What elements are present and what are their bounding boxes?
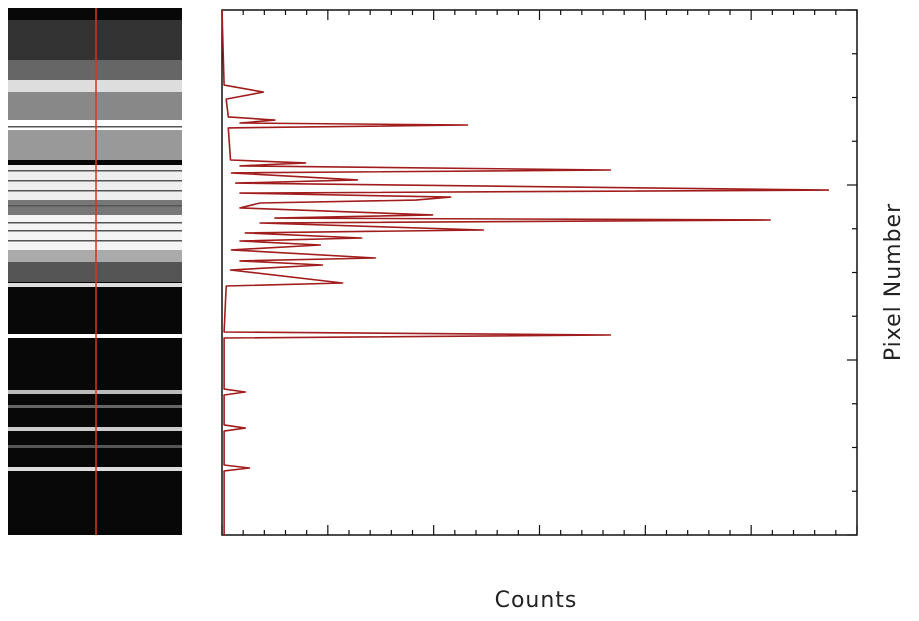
spectrum-image [8,8,182,535]
image-line [8,205,182,207]
image-band [8,283,182,287]
image-line [8,240,182,242]
image-band [8,467,182,471]
image-line [8,230,182,232]
image-line [8,170,182,172]
profile-line [221,9,830,535]
image-band [8,250,182,262]
image-band [8,390,182,394]
image-band [8,215,182,250]
plot-frame [221,9,858,536]
image-line [8,180,182,182]
image-band [8,120,182,130]
image-band [8,405,182,408]
image-band [8,200,182,215]
image-band [8,92,182,120]
image-band [8,130,182,160]
image-band [8,20,182,60]
y-axis-label: Pixel Number [881,203,906,361]
image-band [8,262,182,282]
image-line [8,126,182,128]
image-band [8,445,182,448]
image-band [8,60,182,80]
image-band [8,334,182,338]
image-band [8,427,182,431]
image-line [8,222,182,224]
image-band [8,80,182,92]
image-line [8,190,182,192]
x-axis-label: Counts [495,588,578,613]
